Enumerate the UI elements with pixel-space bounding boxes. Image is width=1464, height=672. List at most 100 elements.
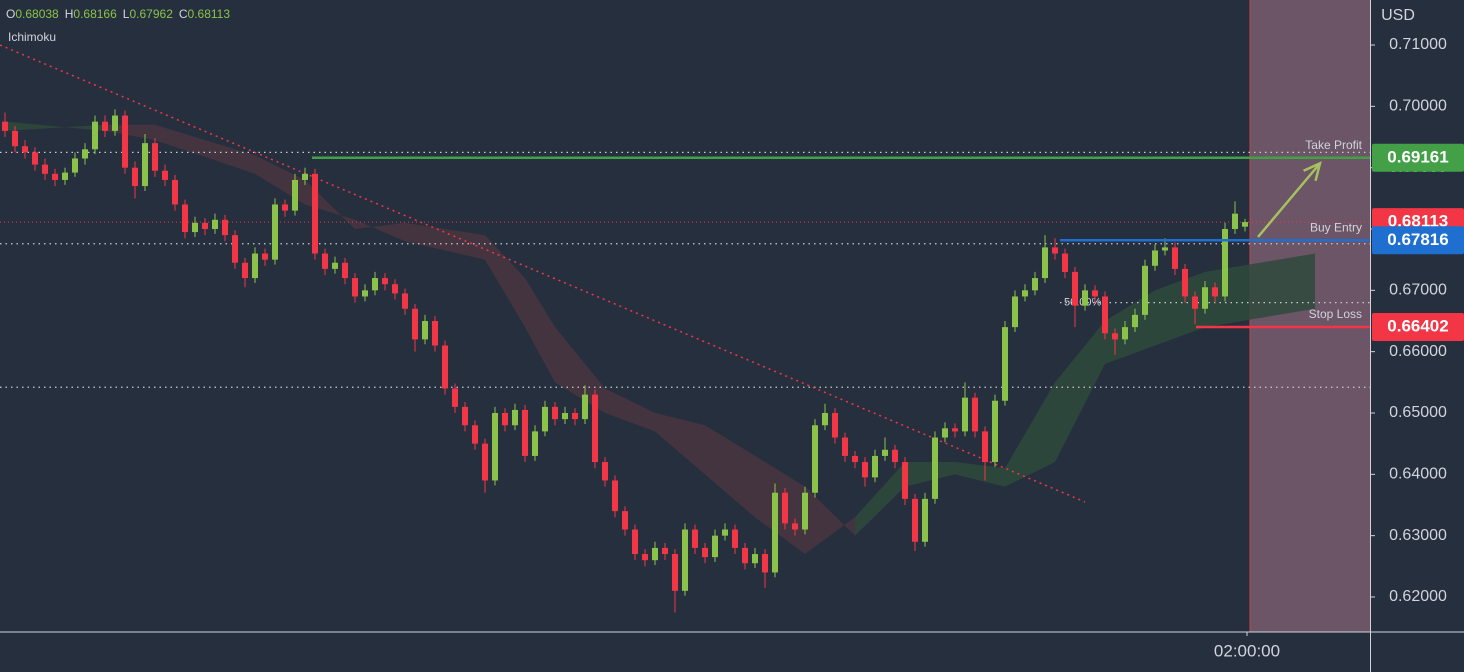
candle-body (682, 529, 688, 591)
candle-body (102, 121, 108, 131)
candle-body (92, 121, 98, 150)
cloud-segment (155, 124, 255, 174)
candle-body (432, 320, 438, 346)
y-tick-label: 0.64000 (1389, 466, 1447, 483)
candle-body (592, 394, 598, 463)
candle-body (182, 204, 188, 233)
candle-body (242, 262, 248, 279)
candle-body (1152, 250, 1158, 266)
cloud-segment (855, 462, 905, 536)
candle-body (32, 152, 38, 165)
cloud-segment (805, 486, 855, 555)
candle-body (392, 284, 398, 294)
candle-body (162, 170, 168, 180)
candle-body (542, 406, 548, 432)
candle-body (932, 437, 938, 499)
cloud-segment (1205, 253, 1315, 328)
cloud-segment (485, 235, 525, 328)
currency: USD (1381, 7, 1415, 24)
candle-body (212, 219, 218, 230)
candle-body (132, 167, 138, 187)
candle-body (752, 554, 758, 564)
candle-body (362, 290, 368, 297)
candle-body (512, 409, 518, 426)
candle-body (1172, 247, 1178, 269)
candle-body (1192, 296, 1198, 309)
candle-body (2, 121, 8, 131)
candle-body (732, 529, 738, 548)
candle-body (712, 535, 718, 558)
candle-body (672, 554, 678, 591)
candle-body (572, 412, 578, 420)
candle-body (222, 219, 228, 236)
header-label: H (65, 7, 74, 21)
candle-body (902, 462, 908, 499)
candle-body (72, 158, 78, 173)
cloud-segment (905, 462, 955, 487)
candle-body (762, 554, 768, 573)
cloud-segment (1155, 271, 1205, 346)
candle-body (792, 523, 798, 530)
cloud-segment (555, 327, 605, 413)
candle-body (692, 529, 698, 548)
x-tick-label: 02:00:00 (1214, 641, 1280, 660)
candle-body (992, 400, 998, 463)
candle-body (1132, 314, 1138, 328)
candle-body (1242, 222, 1248, 227)
cloud-segment (705, 425, 755, 518)
candle-body (172, 179, 178, 205)
candle-body (272, 204, 278, 260)
candle-body (622, 511, 628, 530)
price-tag (1372, 143, 1464, 172)
cloud-segment (1055, 320, 1105, 463)
candle-body (702, 547, 708, 558)
candle-body (922, 498, 928, 542)
candle-body (1052, 247, 1058, 254)
indicator-name: Ichimoku (8, 30, 56, 44)
candle-body (312, 173, 318, 254)
header-value: 0.68113 (188, 7, 231, 21)
candle-body (842, 437, 848, 456)
candle-body (1042, 247, 1048, 279)
y-tick-label: 0.71000 (1389, 36, 1447, 53)
cloud-segment (5, 121, 105, 131)
candle-body (1072, 271, 1078, 306)
y-tick-label: 0.62000 (1389, 588, 1447, 605)
candle-body (852, 455, 858, 463)
header-label: C (179, 7, 188, 21)
cloud-segment (655, 412, 705, 475)
y-tick-label: 0.65000 (1389, 404, 1447, 421)
arrow-line (1257, 162, 1321, 238)
candle-body (662, 547, 668, 555)
candle-body (472, 425, 478, 444)
candle-body (372, 278, 378, 291)
candle-body (772, 492, 778, 573)
candle-body (402, 293, 408, 309)
candle-body (652, 547, 658, 561)
candle-body (332, 262, 338, 269)
candle-body (972, 397, 978, 432)
cloud-segment (355, 219, 405, 242)
candle-body (62, 172, 68, 180)
candle-body (1022, 290, 1028, 297)
candle-body (1032, 278, 1038, 291)
candle-body (422, 320, 428, 340)
axis-area: 0.62000 0.63000 0.64000 0.65000 0.66000 0.670… (1214, 36, 1464, 660)
candle-body (282, 204, 288, 211)
candle-body (862, 462, 868, 478)
candle-body (232, 235, 238, 263)
candle-body (912, 498, 918, 542)
candle-body (952, 428, 958, 432)
trendline (0, 44, 1086, 503)
candle-body (252, 253, 258, 279)
candle-body (1202, 287, 1208, 309)
y-tick-label: 0.67000 (1389, 282, 1447, 299)
candle-body (82, 149, 88, 159)
candle-body (22, 146, 28, 153)
price-tag-label: 0.68113 (1388, 212, 1449, 231)
cloud-segment (525, 278, 555, 383)
candle-body (1002, 327, 1008, 401)
candle-body (1212, 287, 1218, 297)
